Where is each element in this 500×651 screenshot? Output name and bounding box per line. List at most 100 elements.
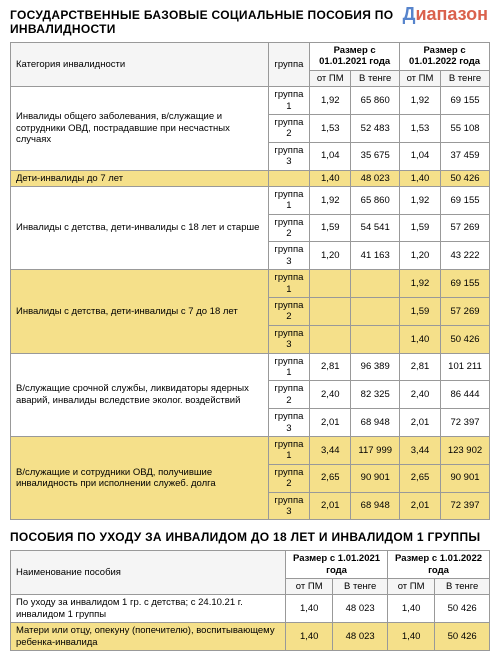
title-2: ПОСОБИЯ ПО УХОДУ ЗА ИНВАЛИДОМ ДО 18 ЛЕТ …	[10, 530, 490, 544]
value-cell: группа 1	[268, 87, 310, 115]
value-cell: 69 155	[440, 186, 489, 214]
value-cell: 123 902	[440, 436, 489, 464]
value-cell: группа 1	[268, 436, 310, 464]
col-category: Категория инвалидности	[11, 43, 269, 87]
value-cell: группа 2	[268, 464, 310, 492]
value-cell: 1,04	[400, 142, 441, 170]
value-cell: 72 397	[440, 409, 489, 437]
value-cell: 2,81	[400, 353, 441, 381]
value-cell: 72 397	[440, 492, 489, 520]
value-cell	[351, 270, 400, 298]
value-cell	[351, 298, 400, 326]
value-cell: 2,65	[400, 464, 441, 492]
value-cell: 1,92	[310, 186, 351, 214]
table-row: Матери или отцу, опекуну (попечителю), в…	[11, 623, 490, 651]
value-cell: группа 2	[268, 214, 310, 242]
value-cell: группа 2	[268, 114, 310, 142]
value-cell: 1,40	[310, 170, 351, 186]
value-cell: 1,59	[310, 214, 351, 242]
value-cell: группа 3	[268, 409, 310, 437]
value-cell: 1,40	[388, 595, 435, 623]
value-cell: группа 3	[268, 492, 310, 520]
value-cell: 54 541	[351, 214, 400, 242]
value-cell: группа 3	[268, 142, 310, 170]
value-cell: 57 269	[440, 298, 489, 326]
value-cell: 1,20	[310, 242, 351, 270]
col-name: Наименование пособия	[11, 551, 286, 595]
value-cell: группа 3	[268, 325, 310, 353]
value-cell: 1,40	[286, 595, 333, 623]
value-cell: 1,92	[400, 270, 441, 298]
value-cell: группа 3	[268, 242, 310, 270]
table-row: Дети-инвалиды до 7 лет1,4048 0231,4050 4…	[11, 170, 490, 186]
category-cell: В/служащие и сотрудники ОВД, получившие …	[11, 436, 269, 519]
value-cell: 2,81	[310, 353, 351, 381]
table-row: Инвалиды с детства, дети-инвалиды с 18 л…	[11, 186, 490, 214]
value-cell: 55 108	[440, 114, 489, 142]
table-row: В/служащие и сотрудники ОВД, получившие …	[11, 436, 490, 464]
value-cell: группа 1	[268, 186, 310, 214]
table-row: Инвалиды общего заболевания, в/служащие …	[11, 87, 490, 115]
value-cell: 41 163	[351, 242, 400, 270]
category-cell: Инвалиды с детства, дети-инвалиды с 18 л…	[11, 186, 269, 269]
col-pm-21b: от ПМ	[286, 579, 333, 595]
value-cell: 1,59	[400, 298, 441, 326]
value-cell: 65 860	[351, 186, 400, 214]
value-cell: 2,01	[310, 409, 351, 437]
col-tg-21b: В тенге	[333, 579, 388, 595]
value-cell: 57 269	[440, 214, 489, 242]
value-cell: 3,44	[310, 436, 351, 464]
value-cell: 69 155	[440, 270, 489, 298]
value-cell: группа 2	[268, 298, 310, 326]
value-cell: 101 211	[440, 353, 489, 381]
value-cell: 1,04	[310, 142, 351, 170]
name-cell: Матери или отцу, опекуну (попечителю), в…	[11, 623, 286, 651]
category-cell: В/служащие срочной службы, ликвидаторы я…	[11, 353, 269, 436]
value-cell: 90 901	[351, 464, 400, 492]
value-cell: 117 999	[351, 436, 400, 464]
value-cell: 96 389	[351, 353, 400, 381]
value-cell: 3,44	[400, 436, 441, 464]
value-cell: 1,20	[400, 242, 441, 270]
value-cell: 48 023	[351, 170, 400, 186]
col-pm-21: от ПМ	[310, 70, 351, 86]
value-cell: 50 426	[440, 170, 489, 186]
value-cell: 1,92	[310, 87, 351, 115]
col-pm-22: от ПМ	[400, 70, 441, 86]
col-tg-21: В тенге	[351, 70, 400, 86]
value-cell: 37 459	[440, 142, 489, 170]
table-row: Инвалиды с детства, дети-инвалиды с 7 до…	[11, 270, 490, 298]
value-cell: 43 222	[440, 242, 489, 270]
value-cell: 50 426	[435, 623, 490, 651]
value-cell: 50 426	[435, 595, 490, 623]
value-cell: группа 2	[268, 381, 310, 409]
value-cell	[310, 325, 351, 353]
value-cell: 65 860	[351, 87, 400, 115]
value-cell: 2,01	[310, 492, 351, 520]
value-cell: 1,59	[400, 214, 441, 242]
category-cell: Дети-инвалиды до 7 лет	[11, 170, 269, 186]
value-cell: 1,40	[400, 325, 441, 353]
value-cell: 68 948	[351, 492, 400, 520]
table-1: Категория инвалидности группа Размер с 0…	[10, 42, 490, 520]
value-cell: 1,40	[400, 170, 441, 186]
value-cell: 2,40	[310, 381, 351, 409]
table-row: В/служащие срочной службы, ликвидаторы я…	[11, 353, 490, 381]
value-cell: 82 325	[351, 381, 400, 409]
name-cell: По уходу за инвалидом 1 гр. с детства; с…	[11, 595, 286, 623]
value-cell	[268, 170, 310, 186]
col-2021: Размер с 01.01.2021 года	[310, 43, 400, 71]
value-cell	[310, 298, 351, 326]
value-cell: 1,40	[286, 623, 333, 651]
table-2: Наименование пособия Размер с 1.01.2021 …	[10, 550, 490, 651]
value-cell: 86 444	[440, 381, 489, 409]
value-cell: 1,53	[400, 114, 441, 142]
category-cell: Инвалиды с детства, дети-инвалиды с 7 до…	[11, 270, 269, 353]
category-cell: Инвалиды общего заболевания, в/служащие …	[11, 87, 269, 170]
value-cell: 1,53	[310, 114, 351, 142]
watermark-logo: Диапазон	[403, 4, 488, 25]
col-group: группа	[268, 43, 310, 87]
value-cell: 2,01	[400, 492, 441, 520]
value-cell: 1,92	[400, 186, 441, 214]
table-row: По уходу за инвалидом 1 гр. с детства; с…	[11, 595, 490, 623]
